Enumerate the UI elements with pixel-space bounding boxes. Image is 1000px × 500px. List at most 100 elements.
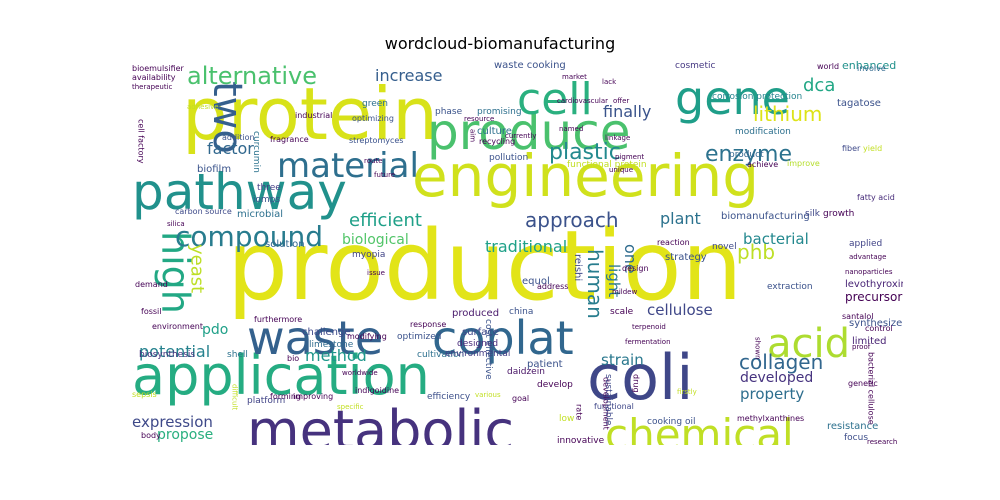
word-efficient: efficient [349,210,422,231]
word-waste-cooking: waste cooking [494,60,566,71]
word-development: development [601,377,610,430]
word-design: design [622,264,649,273]
word-bio: bio [287,354,299,363]
word-biosynthesis: biosynthesis [139,350,195,360]
word-plant: plant [660,209,701,228]
word-coplat: coplat [432,311,574,365]
word-alternative: alternative [187,62,317,90]
word-modifying: modifying [347,332,387,341]
word-tagatose: tagatose [837,98,881,109]
word-goal: goal [512,394,529,403]
word-drug: drug [631,374,640,393]
word-recycling: recycling [479,137,515,146]
word-worldwide: worldwide [342,369,378,377]
word-yield: yield [863,144,882,153]
word-gene: gene [675,71,790,125]
word-limestone: limestone [309,340,354,350]
word-approach: approach [525,208,619,232]
word-optimized: optimized [397,332,442,342]
word-future: future [374,171,395,179]
word-offer: offer [613,97,629,105]
word-environment: environment [152,322,203,331]
word-enhanced: enhanced [842,59,896,72]
word-applied: applied [849,239,882,249]
word-production: production [227,210,742,322]
word-market: market [562,73,587,81]
word-one: one [621,244,640,274]
word-address: address [537,282,568,291]
word-biomanufacturing: biomanufacturing [721,211,810,222]
word-biological: biological [342,232,409,248]
word-cultivation: cultivation [417,350,464,360]
word-solution: solution [265,239,305,250]
word-high: high [153,231,197,314]
chart-title: wordcloud-biomanufacturing [384,34,616,53]
word-cooking-oil: cooking oil [647,417,695,427]
word-green: green [362,99,388,109]
word-pollution: pollution [489,153,528,163]
word-cellulose: cellulose [647,301,713,319]
word-improve: improve [787,159,820,168]
word-iomps: iomps [253,195,280,205]
word-material: material [277,146,419,186]
word-cardiovascular: cardiovascular [557,97,608,105]
word-synthesize: synthesize [849,318,902,329]
word-cosmetic: cosmetic [675,61,715,71]
word-focus: focus [844,433,868,443]
word-strategy: strategy [665,252,707,263]
word-adhesive: adhesive [187,103,219,111]
word-bacterial: bacterial [743,230,809,248]
word-streptomyces: streptomyces [349,136,403,145]
word-equol: equol [522,276,550,287]
word-industrial: industrial [295,111,332,120]
word-two: two [204,81,250,154]
word-increase: increase [375,66,442,85]
word-challenge: challenge [302,327,351,338]
word-plastic: plastic [549,140,621,165]
word-chemical: chemical [605,410,794,445]
word-china: china [509,307,533,317]
word-innovative: innovative [557,436,605,445]
word-engineering: engineering [412,142,759,210]
word-advantage: advantage [849,253,886,261]
word-produce: produce [427,103,630,161]
word-sustainable: sustainable [603,374,613,426]
word-cell-factory: cell factory [136,119,145,164]
word-limited: limited [852,336,887,347]
word-propose: propose [157,427,213,443]
word-dca: dca [803,75,835,96]
word-currently: currently [505,132,536,140]
word-methylxanthines: methylxanthines [737,414,804,423]
word-named: named [559,125,583,133]
word-novel: novel [712,242,737,252]
word-patient: patient [527,359,563,370]
word-improving: improving [293,392,333,401]
word-scale: scale [610,307,634,317]
word-rate: rate [574,404,583,420]
word-protein: protein [182,72,438,156]
word-availability: availability [132,73,176,82]
word-response: response [410,320,446,329]
word-application: application [132,344,430,407]
word-three: three [257,183,281,193]
word-addition: addition [222,133,255,142]
word-precursor: precursor [845,290,902,304]
word-culture: culture [477,126,512,137]
word-compound: compound [175,220,323,253]
word-human: human [583,249,607,319]
word-enzyme: enzyme [705,142,792,167]
word-cost-effective: cost effective [483,319,493,380]
word-therapeutic: therapeutic [132,83,173,91]
word-fatty-acid: fatty acid [857,193,895,202]
word-mildew: mildew [612,288,637,296]
word-lithium: lithium [753,102,822,126]
word-collagen: collagen [739,350,823,374]
word-waste: waste [247,311,383,365]
word-curcumin: curcumin [251,131,261,173]
word-growth: growth [823,209,854,219]
word-surface: surface [462,327,499,338]
word-forming: forming [270,392,301,401]
word-optimizing: optimizing [352,114,394,123]
word-myopia: myopia [352,250,385,260]
